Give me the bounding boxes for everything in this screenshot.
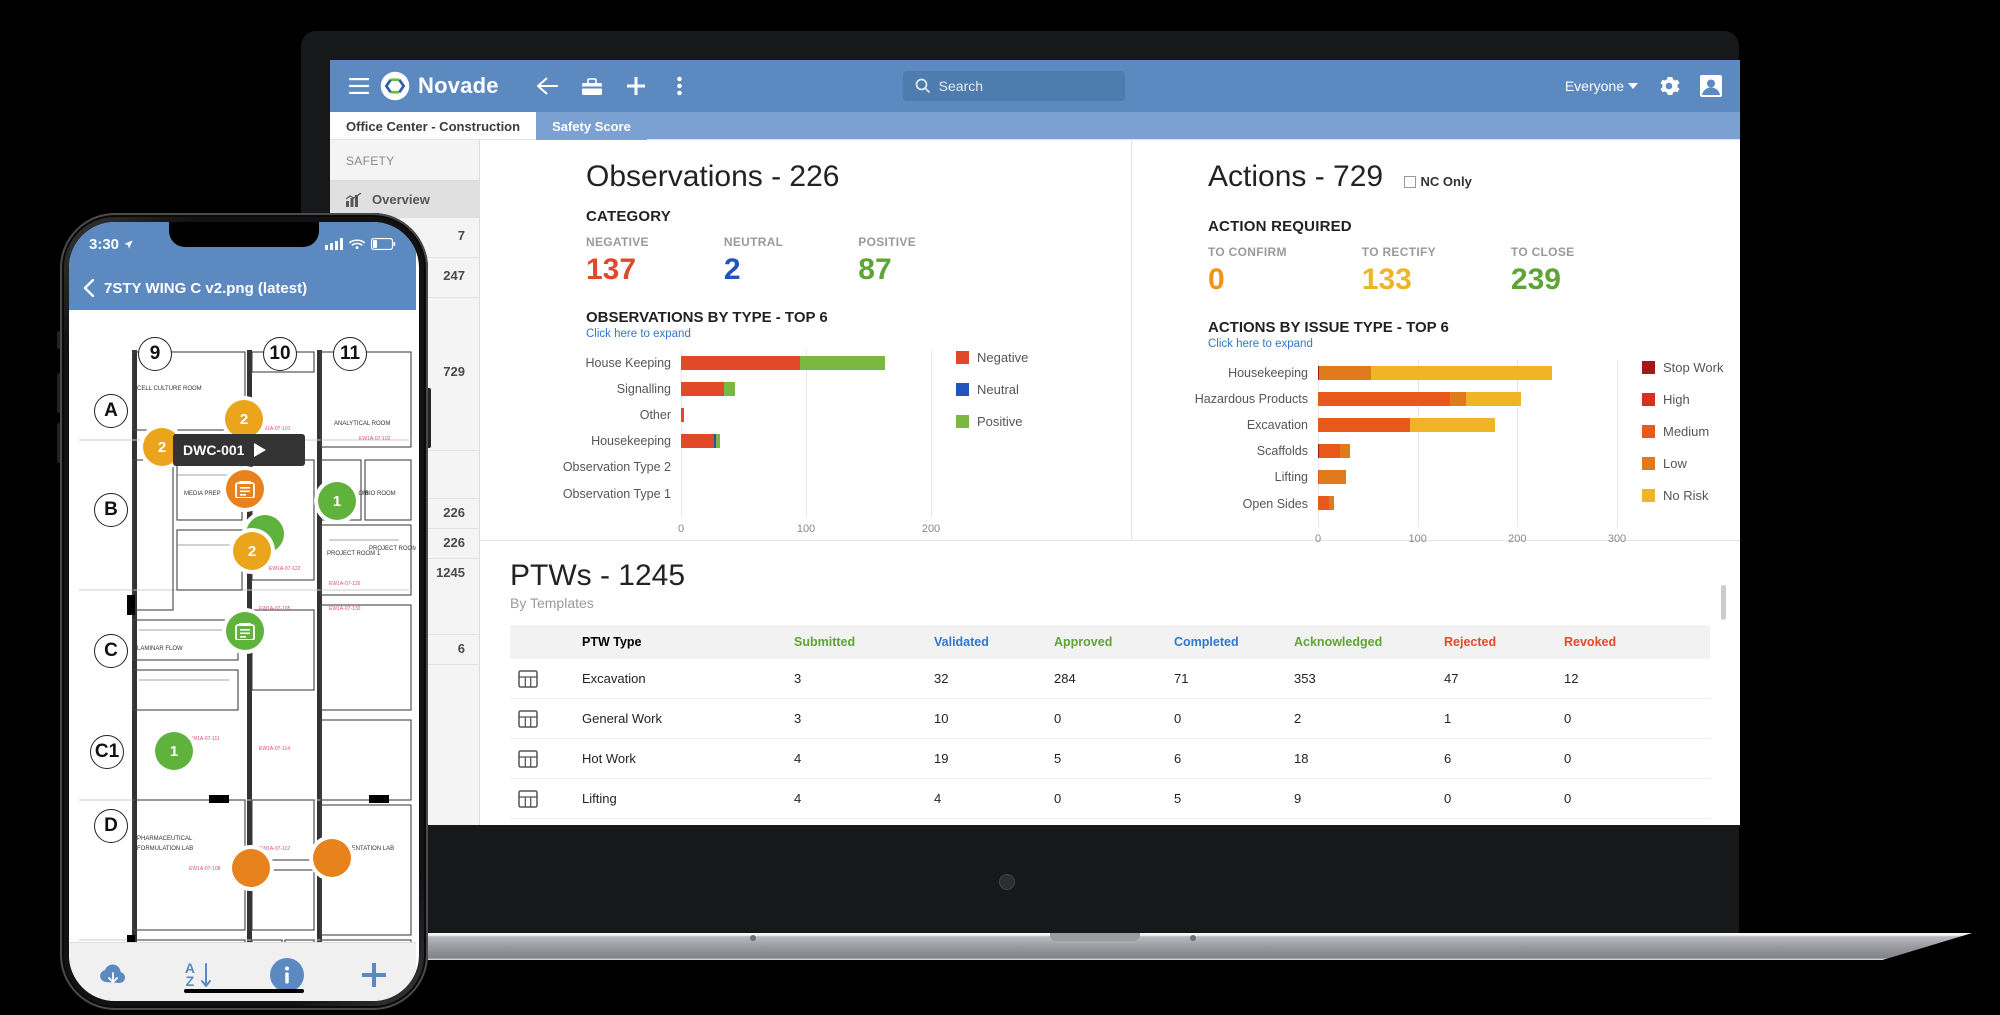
svg-text:EW1A-07-126: EW1A-07-126 [329,581,361,587]
svg-text:EW1A-07-130: EW1A-07-130 [329,606,361,612]
svg-text:CELL CULTURE ROOM: CELL CULTURE ROOM [137,386,202,392]
svg-text:EW1A-07-102: EW1A-07-102 [359,436,391,442]
svg-text:PHARMACEUTICAL: PHARMACEUTICAL [137,836,193,842]
svg-text:MEDIA PREP: MEDIA PREP [184,491,221,497]
svg-text:EW1A-07-122: EW1A-07-122 [269,566,301,572]
svg-text:LAMINAR FLOW: LAMINAR FLOW [137,646,183,652]
svg-text:EW1A-07-114: EW1A-07-114 [259,746,290,752]
svg-text:EW1A-07-101: EW1A-07-101 [259,426,291,432]
svg-text:EW1A-07-112: EW1A-07-112 [259,846,290,852]
svg-text:EW1A-07-108: EW1A-07-108 [189,866,221,872]
svg-text:EW1A-07-105: EW1A-07-105 [259,606,291,612]
svg-text:ANALYTICAL ROOM: ANALYTICAL ROOM [334,421,390,427]
svg-text:FORMULATION LAB: FORMULATION LAB [137,846,193,852]
svg-text:PROJECT ROOM 1: PROJECT ROOM 1 [327,551,381,557]
svg-text:EW1A-07-111: EW1A-07-111 [189,736,220,742]
svg-text:BIO ROOM: BIO ROOM [365,491,396,497]
